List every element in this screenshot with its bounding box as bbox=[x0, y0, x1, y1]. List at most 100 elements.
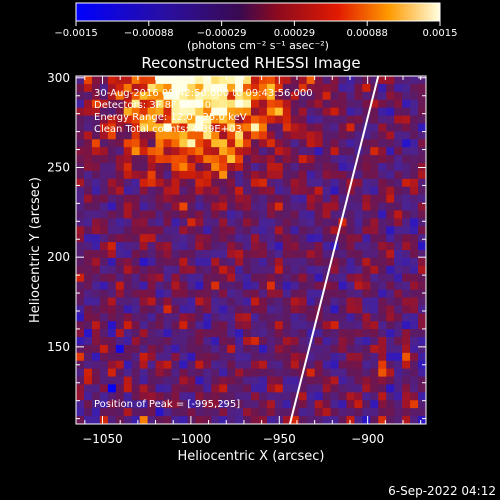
heatmap-cell bbox=[251, 186, 260, 196]
heatmap-cell bbox=[195, 139, 204, 148]
heatmap-cell bbox=[76, 226, 85, 235]
heatmap-cell bbox=[131, 218, 141, 227]
heatmap-cell bbox=[362, 83, 371, 93]
heatmap-cell bbox=[298, 400, 308, 409]
heatmap-cell bbox=[314, 155, 324, 164]
heatmap-cell bbox=[76, 281, 85, 291]
heatmap-cell bbox=[394, 115, 403, 125]
heatmap-cell bbox=[378, 416, 387, 424]
heatmap-cell bbox=[274, 321, 284, 330]
heatmap-cell bbox=[394, 218, 403, 227]
heatmap-cell bbox=[386, 257, 395, 267]
heatmap-cell bbox=[107, 265, 117, 275]
heatmap-cell bbox=[370, 313, 379, 322]
heatmap-cell bbox=[163, 202, 173, 212]
heatmap-cell bbox=[314, 329, 324, 338]
heatmap-cell bbox=[179, 281, 188, 291]
heatmap-cell bbox=[338, 186, 348, 196]
heatmap-cell bbox=[266, 289, 276, 299]
heatmap-cell bbox=[83, 123, 93, 132]
heatmap-cell bbox=[298, 186, 308, 196]
heatmap-cell bbox=[203, 202, 212, 212]
heatmap-cell bbox=[179, 139, 188, 148]
heatmap-cell bbox=[219, 163, 228, 172]
heatmap-cell bbox=[195, 163, 204, 172]
heatmap-cell bbox=[410, 226, 419, 235]
heatmap-cell bbox=[330, 99, 340, 109]
heatmap-cell bbox=[235, 210, 244, 219]
heatmap-cell bbox=[338, 313, 348, 322]
heatmap-cell bbox=[306, 392, 316, 401]
heatmap-cell bbox=[370, 76, 379, 85]
heatmap-cell bbox=[179, 305, 188, 314]
heatmap-cell bbox=[123, 123, 133, 132]
heatmap-cell bbox=[378, 400, 387, 409]
heatmap-cell bbox=[418, 76, 426, 85]
heatmap-cell bbox=[91, 147, 101, 156]
heatmap-cell bbox=[195, 368, 204, 378]
heatmap-cell bbox=[362, 131, 371, 140]
heatmap-cell bbox=[243, 384, 252, 393]
heatmap-cell bbox=[179, 194, 188, 204]
heatmap-cell bbox=[99, 257, 109, 267]
heatmap-cell bbox=[394, 305, 403, 314]
heatmap-cell bbox=[243, 257, 252, 267]
heatmap-cell bbox=[123, 400, 133, 409]
heatmap-cell bbox=[258, 226, 268, 235]
heatmap-cell bbox=[123, 329, 133, 338]
heatmap-cell bbox=[266, 344, 276, 354]
heatmap-cell bbox=[131, 384, 141, 393]
heatmap-cell bbox=[227, 321, 236, 330]
heatmap-cell bbox=[330, 352, 340, 362]
heatmap-cell bbox=[274, 376, 284, 386]
heatmap-cell bbox=[394, 257, 403, 267]
heatmap-cell bbox=[410, 147, 419, 156]
heatmap-cell bbox=[410, 265, 419, 275]
heatmap-cell bbox=[227, 344, 236, 354]
heatmap-cell bbox=[235, 400, 244, 409]
heatmap-cell bbox=[211, 297, 220, 306]
heatmap-cell bbox=[227, 392, 236, 401]
heatmap-cell bbox=[330, 289, 340, 299]
heatmap-cell bbox=[195, 392, 204, 401]
heatmap-cell bbox=[115, 408, 125, 417]
heatmap-cell bbox=[306, 91, 316, 101]
heatmap-cell bbox=[338, 226, 348, 235]
heatmap-cell bbox=[243, 250, 252, 259]
heatmap-cell bbox=[187, 257, 196, 267]
heatmap-cell bbox=[306, 218, 316, 227]
heatmap-cell bbox=[282, 226, 292, 235]
heatmap-cell bbox=[298, 384, 308, 393]
heatmap-cell bbox=[346, 186, 355, 196]
heatmap-cell bbox=[163, 376, 173, 386]
heatmap-cell bbox=[418, 416, 426, 424]
heatmap-cell bbox=[99, 337, 109, 346]
heatmap-cell bbox=[378, 265, 387, 275]
heatmap-cell bbox=[282, 242, 292, 251]
heatmap-cell bbox=[266, 163, 276, 172]
heatmap-cell bbox=[243, 226, 252, 235]
heatmap-cell bbox=[187, 368, 196, 378]
heatmap-cell bbox=[362, 210, 371, 219]
heatmap-cell bbox=[107, 242, 117, 251]
heatmap-cell bbox=[251, 91, 260, 101]
heatmap-cell bbox=[171, 123, 180, 132]
heatmap-cell bbox=[354, 313, 363, 322]
heatmap-cell bbox=[147, 416, 157, 424]
heatmap-cell bbox=[131, 242, 141, 251]
heatmap-cell bbox=[99, 400, 109, 409]
heatmap-cell bbox=[211, 250, 220, 259]
heatmap-cell bbox=[203, 210, 212, 219]
heatmap-cell bbox=[290, 352, 300, 362]
heatmap-cell bbox=[179, 321, 188, 330]
heatmap-cell bbox=[306, 202, 316, 212]
heatmap-cell bbox=[115, 147, 125, 156]
heatmap-cell bbox=[266, 352, 276, 362]
heatmap-cell bbox=[211, 376, 220, 386]
colorbar-unit-label: (photons cm⁻² s⁻¹ asec⁻²) bbox=[187, 39, 329, 52]
heatmap-cell bbox=[155, 376, 165, 386]
heatmap-cell bbox=[219, 218, 228, 227]
heatmap-cell bbox=[171, 400, 180, 409]
heatmap-cell bbox=[274, 305, 284, 314]
heatmap-cell bbox=[139, 297, 149, 306]
